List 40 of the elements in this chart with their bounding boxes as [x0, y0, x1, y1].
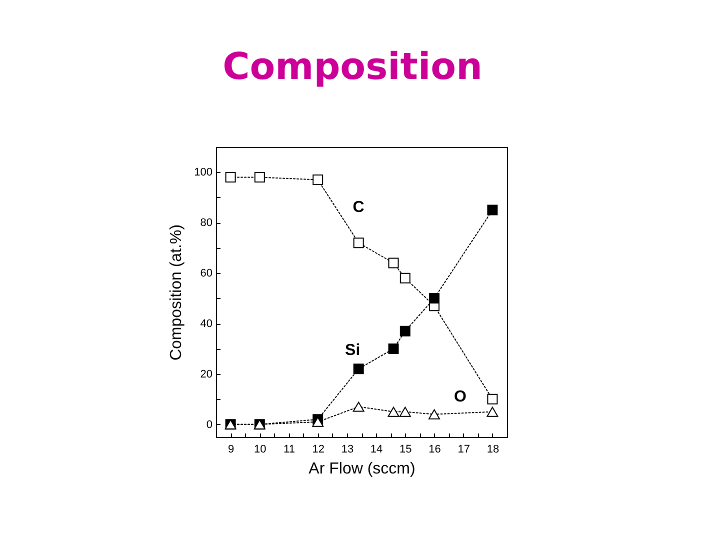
chart-title: Composition [222, 45, 482, 88]
series-label: C [352, 198, 365, 216]
point [312, 174, 324, 186]
point [400, 326, 410, 336]
x-tick-label: 18 [486, 444, 500, 456]
y-tick-label: 100 [194, 166, 212, 179]
y-tick-label: 60 [200, 268, 212, 280]
point [353, 238, 364, 248]
x-tick-label: 11 [284, 444, 295, 456]
x-tick-label: 15 [400, 444, 412, 456]
x-tick-label: 10 [254, 444, 266, 456]
y-tick-label: 40 [200, 318, 212, 330]
point [487, 394, 498, 404]
point [312, 416, 324, 427]
x-tick-label: 14 [370, 444, 383, 456]
y-tick-label: 20 [200, 368, 212, 380]
x-tick-label: 17 [458, 444, 470, 456]
point [487, 204, 498, 216]
point [254, 172, 265, 183]
series-label: O [454, 388, 466, 406]
point [399, 406, 411, 417]
point [225, 172, 236, 183]
point [428, 409, 440, 420]
x-tick-label: 16 [428, 444, 441, 456]
series-label: Si [345, 342, 360, 359]
point [429, 293, 440, 304]
point [400, 272, 410, 284]
x-axis-title: Ar Flow (sccm) [308, 460, 416, 478]
y-tick-label: 0 [206, 418, 212, 431]
point [353, 364, 364, 374]
point [388, 343, 399, 354]
y-tick-label: 80 [200, 217, 212, 230]
point [388, 258, 399, 268]
point [352, 402, 364, 412]
x-tick-label: 13 [341, 444, 354, 456]
x-tick-label: 9 [228, 444, 234, 456]
point [486, 406, 498, 417]
x-tick-label: 12 [312, 444, 324, 456]
y-axis-title: Composition (at.%) [168, 224, 186, 361]
point [388, 406, 400, 417]
